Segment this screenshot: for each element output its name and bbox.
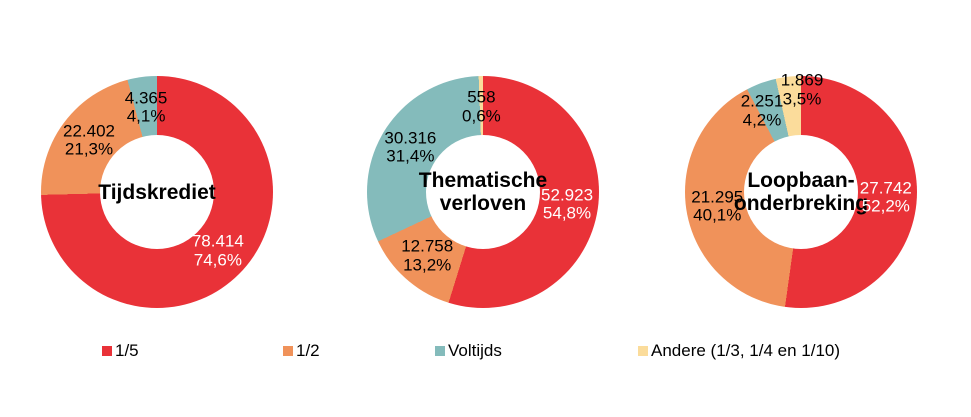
- segment-label: 22.402 21,3%: [63, 121, 116, 159]
- donut-chart-thematische-verloven: Thematische verloven 52.923 54,8% 12.758 13,…: [367, 76, 599, 308]
- segment-label: 12.758 13,2%: [401, 236, 454, 275]
- legend-label: Voltijds: [448, 341, 502, 360]
- legend-swatch-andere: [638, 346, 648, 356]
- segment-label: 1.869 3,5%: [780, 70, 824, 108]
- legend-swatch-1-5: [102, 346, 112, 356]
- segment-label: 21.295 40,1%: [691, 187, 744, 225]
- legend-label: Andere (1/3, 1/4 en 1/10): [651, 341, 841, 360]
- chart-legend: 1/5 1/2 Voltijds Andere (1/3, 1/4 en 1/1…: [0, 341, 971, 361]
- chart-title: Loopbaan-onderbreking: [733, 169, 869, 215]
- donut-chart-loopbaanonderbreking: Loopbaan-onderbreking 27.742 52,2% 21.295 4…: [685, 71, 917, 308]
- legend-label: 1/5: [115, 341, 139, 360]
- segment-label: 558 0,6%: [462, 87, 501, 125]
- segment-label: 27.742 52,2%: [859, 178, 912, 216]
- segment-label: 4.365 4,1%: [124, 88, 168, 126]
- segment-label: 52.923 54,8%: [541, 185, 594, 223]
- donut-chart-tijdskrediet: Tijdskrediet 78.414 74,6% 22.402 21,3% 4.365…: [41, 76, 273, 308]
- legend-label: 1/2: [296, 341, 320, 360]
- legend-swatch-1-2: [283, 346, 293, 356]
- legend-item-andere: Andere (1/3, 1/4 en 1/10): [638, 341, 840, 361]
- segment-label: 78.414 74,6%: [191, 231, 244, 270]
- donut-hole: [100, 135, 214, 249]
- chart-title: Tijdskrediet: [98, 180, 216, 204]
- donut-hole: [426, 135, 540, 249]
- donut-hole: [744, 135, 858, 249]
- chart-title: Thematische verloven: [418, 169, 548, 215]
- legend-swatch-voltijds: [435, 346, 445, 356]
- legend-item-1-5: 1/5: [102, 341, 139, 361]
- legend-item-1-2: 1/2: [283, 341, 320, 361]
- segment-label: 30.316 31,4%: [384, 128, 437, 166]
- legend-item-voltijds: Voltijds: [435, 341, 502, 361]
- segment-label: 2.251 4,2%: [740, 91, 784, 129]
